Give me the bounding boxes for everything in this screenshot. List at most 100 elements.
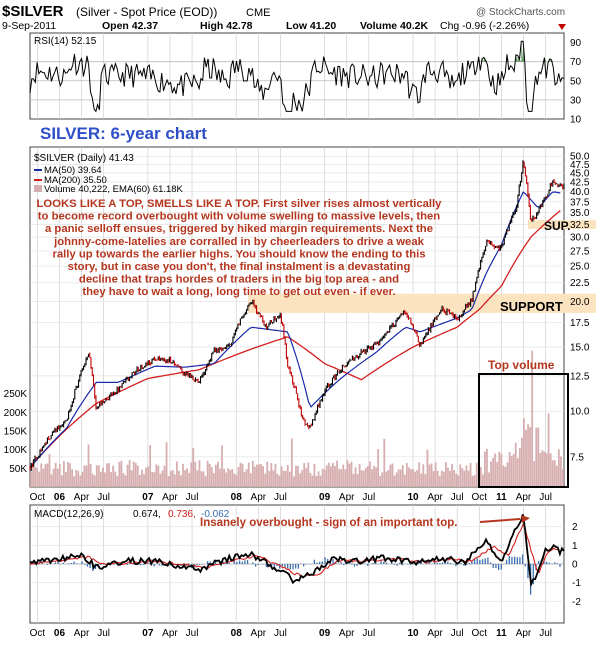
annotation-line: story, but in case you don't, the final … (68, 261, 411, 273)
volume-bar (371, 469, 373, 487)
macd-arrow-head-icon (521, 515, 530, 523)
x-tick-label: Apr (516, 628, 532, 639)
volume-bar (165, 442, 168, 487)
volume-bar (529, 427, 532, 487)
x-tick-label: 07 (142, 492, 154, 503)
volume-bar (258, 464, 260, 487)
volume-bar (481, 474, 484, 487)
volume-bar (245, 469, 248, 487)
volume-bar (194, 461, 197, 487)
volume-bar (397, 469, 400, 487)
volume-bar (186, 468, 189, 487)
volume-bar (190, 462, 193, 487)
volume-bar (128, 460, 131, 487)
annotation-line: to become record overbought with volume … (38, 211, 440, 223)
volume-bar (251, 460, 254, 487)
volume-bar (48, 454, 51, 487)
volume-bar (319, 475, 322, 487)
volume-bar (151, 472, 154, 487)
volume-bar (266, 461, 269, 487)
volume-bar (116, 475, 119, 487)
volume-bar (126, 464, 129, 487)
volume-bar (440, 470, 443, 487)
volume-bar (510, 455, 513, 487)
volume-bar (173, 474, 176, 487)
price-y-tick: 37.5 (570, 197, 590, 208)
x-tick-label: 09 (319, 628, 331, 639)
macd-line (29, 514, 565, 588)
price-y-tick: 40.0 (570, 187, 590, 198)
volume-bar (50, 474, 53, 487)
volume-bar (410, 469, 412, 487)
volume-bar (391, 463, 394, 487)
volume-bar (436, 470, 439, 487)
volume-bar (87, 444, 90, 487)
volume-bar (36, 468, 39, 487)
price-y-tick: 17.5 (570, 318, 590, 329)
volume-bar (290, 438, 293, 487)
legend-volume: Volume 40,222, EMA(60) 61.18K (44, 184, 184, 195)
volume-bar (321, 468, 324, 487)
volume-bar (42, 468, 45, 487)
annotation-line: decline that traps hordes of traders in … (79, 274, 399, 286)
volume-bar (303, 463, 306, 487)
legend-volume-swatch (34, 185, 42, 192)
volume-bar (40, 463, 43, 487)
volume-bar (342, 464, 345, 487)
macd-legend-signal: 0.736, (168, 509, 196, 520)
volume-bar (426, 449, 429, 487)
low-value: Low 41.20 (286, 20, 336, 32)
volume-bar (34, 466, 37, 487)
volume-bar (169, 471, 172, 487)
volume-bar (143, 474, 145, 487)
volume-bar (428, 464, 431, 487)
macd-y-tick: 1 (572, 541, 578, 552)
volume-bar (30, 471, 32, 487)
volume-bar (350, 461, 353, 487)
price-y-tick: 20.0 (570, 297, 590, 308)
volume-bar (73, 476, 76, 487)
volume-bar (130, 470, 133, 487)
macd-signal-line (29, 523, 565, 578)
volume-bar (531, 350, 534, 487)
x-tick-label: Jul (362, 492, 375, 503)
volume-bar (284, 470, 287, 487)
volume-bar (366, 466, 369, 487)
volume-bar (549, 453, 552, 487)
price-y-tick: 35.0 (570, 208, 590, 219)
x-tick-label: Apr (516, 492, 532, 503)
x-tick-label: 08 (231, 628, 243, 639)
volume-bar (336, 460, 338, 487)
volume-bar (494, 453, 497, 487)
volume-y-tick: 200K (4, 408, 28, 419)
volume-bar (451, 464, 453, 487)
x-tick-label: Apr (339, 492, 355, 503)
volume-bar (445, 462, 447, 487)
price-y-tick: 50.0 (570, 152, 590, 163)
volume-bar (262, 466, 265, 487)
volume-bar (486, 448, 488, 487)
price-y-tick: 27.5 (570, 246, 590, 257)
x-tick-label: Apr (339, 628, 355, 639)
annotation-line: rally up towards the earlier highs. You … (52, 248, 425, 260)
volume-bar (184, 470, 186, 487)
volume-bar (537, 427, 540, 487)
volume-bar (311, 475, 314, 487)
macd-annotation: Insanely overbought - sign of an importa… (200, 517, 457, 529)
volume-bar (295, 465, 297, 487)
volume-bar (219, 468, 221, 487)
volume-bar (297, 465, 299, 487)
volume-bar (498, 451, 501, 487)
volume-bar (307, 462, 310, 487)
volume-bar (157, 465, 160, 487)
volume-bar (138, 475, 141, 487)
volume-bar (114, 471, 117, 487)
volume-bar (535, 427, 538, 487)
volume-bar (405, 463, 408, 487)
volume-bar (455, 473, 458, 487)
volume-bar (239, 462, 242, 487)
volume-bar (512, 453, 515, 487)
volume-bar (52, 468, 55, 487)
x-tick-label: Jul (451, 628, 464, 639)
